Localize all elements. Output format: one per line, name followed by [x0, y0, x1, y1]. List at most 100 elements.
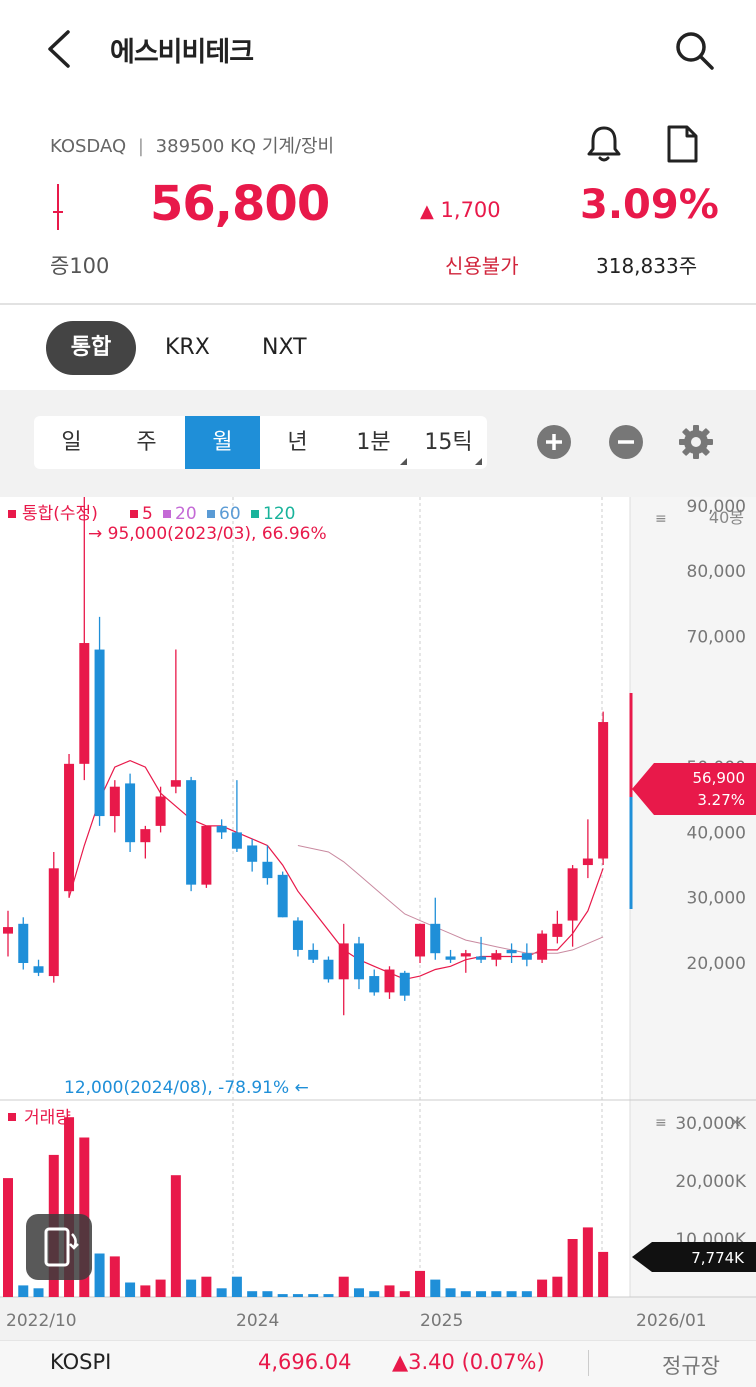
index-change: ▲3.40 (0.07%): [392, 1350, 545, 1374]
candle-body: [460, 953, 471, 957]
price-change-value: 1,700: [440, 198, 501, 222]
chart-axis-bg: [630, 497, 756, 1297]
rotate-screen-button[interactable]: [26, 1214, 92, 1280]
candle-body: [48, 868, 59, 977]
candle-body: [338, 943, 349, 980]
volume-bar: [170, 1175, 181, 1297]
tab-integrated[interactable]: 통합: [46, 321, 136, 375]
ma-legend-label: 5: [142, 504, 153, 524]
candle-body: [384, 969, 395, 993]
period-year[interactable]: 년: [287, 430, 308, 455]
bell-icon[interactable]: [582, 122, 626, 166]
period-minute[interactable]: 1분: [336, 416, 411, 469]
up-arrow-icon: ▲: [420, 201, 434, 222]
volume-bar: [262, 1291, 273, 1297]
volume-bar: [125, 1282, 136, 1297]
ma-legend-swatch: [163, 510, 171, 518]
price-tick-label: 20,000: [687, 954, 746, 974]
candle-count: 40봉: [709, 508, 744, 527]
candle-body: [109, 786, 120, 817]
volume-bar: [582, 1227, 593, 1297]
max-annotation: → 95,000(2023/03), 66.96%: [88, 524, 327, 544]
period-week[interactable]: 주: [136, 430, 157, 455]
zoom-out-icon[interactable]: [608, 424, 644, 460]
candle-body: [582, 858, 593, 866]
trade-volume: 318,833주: [596, 254, 698, 278]
candle-body: [445, 956, 456, 960]
price-tick-label: 80,000: [687, 562, 746, 582]
candle-body: [292, 920, 303, 950]
index-bar[interactable]: [0, 1340, 756, 1387]
candle-body: [94, 649, 105, 817]
volume-bar: [491, 1291, 502, 1297]
period-day[interactable]: 일: [61, 430, 82, 455]
candle-body: [521, 953, 532, 960]
volume-bar: [94, 1253, 105, 1297]
volume-bar: [460, 1291, 471, 1297]
tab-nxt[interactable]: NXT: [262, 335, 307, 360]
candle-body: [537, 933, 548, 960]
volume-bar: [277, 1294, 288, 1297]
menu-icon[interactable]: ≡: [655, 511, 667, 527]
volume-bar: [247, 1291, 258, 1297]
ma-legend-swatch: [130, 510, 138, 518]
period-tick[interactable]: 15틱: [411, 416, 486, 469]
stock-chart[interactable]: 통합(수정) 5 20 60 120 ≡ 40봉 → 95,000(2023/03),…: [0, 497, 756, 1340]
ma-legend-swatch: [207, 510, 215, 518]
change-rate: 3.09%: [580, 182, 719, 228]
volume-bar: [292, 1294, 303, 1297]
ma5-line: [68, 759, 604, 980]
ma-legend-label: 20: [175, 504, 197, 524]
volume-legend-swatch: [8, 1113, 16, 1121]
candle-body: [155, 796, 166, 826]
candle-body: [323, 959, 334, 980]
volume-bar: [109, 1256, 120, 1297]
dropdown-corner-icon: [400, 458, 407, 465]
candle-body: [308, 949, 319, 960]
date-tick-label: 2025: [420, 1311, 463, 1331]
document-icon[interactable]: [660, 122, 704, 166]
volume-bar: [338, 1276, 349, 1297]
zoom-in-icon[interactable]: [536, 424, 572, 460]
page-title: 에스비비테크: [110, 37, 254, 68]
candle-body: [476, 956, 487, 960]
stock-code: 389500 KQ: [155, 136, 257, 157]
price-change: ▲ 1,700: [420, 198, 501, 222]
volume-tick-label: 20,000K: [675, 1172, 746, 1192]
lot-info: 증100: [50, 254, 110, 278]
price-tick-label: 30,000: [687, 889, 746, 909]
volume-menu-icon[interactable]: ≡: [655, 1115, 667, 1131]
legend-label: 통합(수정): [22, 504, 98, 524]
candles: [3, 497, 609, 1016]
candle-body: [231, 832, 242, 849]
market-session: 정규장: [662, 1354, 720, 1378]
volume-bar: [384, 1285, 395, 1297]
volume-bar: [506, 1291, 517, 1297]
candle-body: [430, 923, 441, 954]
ma20-line: [297, 845, 604, 954]
volume-bar: [201, 1276, 212, 1297]
rotate-icon: [44, 1227, 79, 1267]
ma-legend: 5 20 60 120: [130, 504, 295, 524]
volume-bar: [323, 1294, 334, 1297]
candle-body: [369, 976, 380, 993]
volume-bar: [476, 1291, 487, 1297]
candle-body: [567, 868, 578, 921]
volume-bar: [537, 1279, 548, 1297]
candle-body: [79, 643, 90, 764]
candle-body: [353, 943, 364, 980]
tab-krx[interactable]: KRX: [165, 335, 210, 360]
volume-bar: [521, 1291, 532, 1297]
candle-body: [64, 763, 75, 892]
volume-bar: [567, 1239, 578, 1297]
chevron-left-icon[interactable]: [38, 24, 82, 74]
candle-body: [262, 861, 273, 879]
candle-body: [277, 874, 288, 918]
search-icon[interactable]: [670, 26, 718, 74]
gear-icon[interactable]: [678, 424, 714, 460]
volume-bar: [64, 1117, 75, 1297]
period-month[interactable]: 월: [185, 416, 260, 469]
close-icon[interactable]: ×: [729, 1112, 742, 1131]
candle-body: [415, 923, 426, 957]
volume-current-tag: [632, 1242, 756, 1272]
